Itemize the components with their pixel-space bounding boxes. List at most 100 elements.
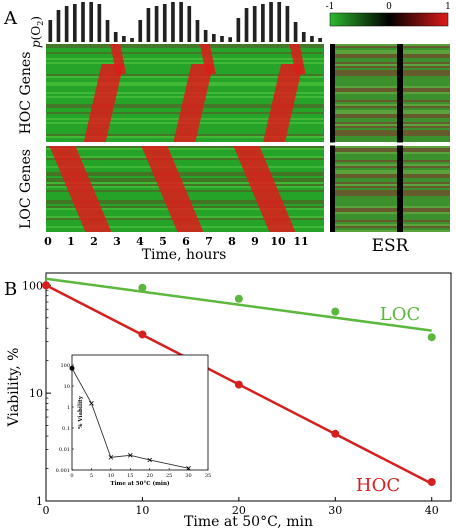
y-axis-label: Viability, % xyxy=(6,348,22,428)
po2-bar xyxy=(244,8,249,42)
inset-point xyxy=(147,457,152,463)
loc-point xyxy=(331,307,340,316)
po2-bar xyxy=(318,38,322,42)
po2-axis-label: p(O2) xyxy=(29,16,45,48)
inset-point xyxy=(89,401,94,406)
po2-bar xyxy=(105,20,110,42)
inset-x-label: Time at 50°C (min) xyxy=(110,480,170,487)
po2-bar xyxy=(269,2,273,42)
inset-x-tick-label: 25 xyxy=(166,473,172,479)
colorbar-tick-label: 0 xyxy=(386,2,392,12)
po2-bar xyxy=(211,34,216,42)
po2-bar xyxy=(203,30,208,42)
esr-texture xyxy=(330,146,450,232)
po2-bar xyxy=(64,6,69,42)
loc-red-streak xyxy=(49,146,112,232)
hour-tick-label: 10 xyxy=(270,235,286,248)
po2-bar xyxy=(261,4,265,42)
loc-red-streak xyxy=(233,146,296,232)
inset-x-tick-label: 20 xyxy=(147,473,153,479)
plot-frame xyxy=(45,272,452,502)
po2-bar xyxy=(56,10,61,42)
loc-series-label: LOC xyxy=(380,304,420,325)
po2-bar xyxy=(310,36,314,42)
esr-black-band xyxy=(330,44,335,232)
hour-tick-label: 7 xyxy=(205,235,213,248)
po2-bar xyxy=(293,22,298,42)
po2-bar xyxy=(236,18,241,42)
inset-y-tick-label: 0.1 xyxy=(62,426,70,432)
inset-frame xyxy=(71,354,209,471)
loc-point xyxy=(138,283,147,292)
esr-label: ESR xyxy=(372,236,410,256)
hoc-series-label: HOC xyxy=(356,475,400,496)
po2-bar xyxy=(97,4,102,42)
inset-y-tick-label: 100 xyxy=(60,363,70,369)
po2-bar xyxy=(285,6,290,42)
hoc-point xyxy=(331,429,340,438)
hour-tick-label: 11 xyxy=(293,235,308,248)
po2-bar xyxy=(228,37,233,42)
inset-x-tick-label: 35 xyxy=(205,473,211,479)
hour-tick-label: 8 xyxy=(228,235,236,248)
colorbar-tick-label: -1 xyxy=(326,2,335,12)
panel-a-letter: A xyxy=(3,8,18,29)
po2-bar xyxy=(154,6,159,42)
po2-bar xyxy=(252,6,257,42)
hoc-point xyxy=(427,478,436,487)
po2-bar xyxy=(220,36,224,42)
po2-bar xyxy=(277,2,282,42)
loc-point xyxy=(234,294,243,303)
po2-bar xyxy=(195,20,200,42)
po2-bar xyxy=(301,32,306,42)
loc-red-streak xyxy=(141,146,204,232)
hour-tick-label: 0 xyxy=(44,235,52,248)
esr-texture xyxy=(330,44,450,142)
inset-x-tick-label: 10 xyxy=(108,473,114,479)
inset-y-tick-label: 0.01 xyxy=(59,447,70,453)
inset-point xyxy=(186,466,191,471)
hour-tick-label: 3 xyxy=(113,235,121,248)
po2-bar xyxy=(179,2,183,42)
hoc-red-streak xyxy=(263,64,304,142)
po2-bar xyxy=(187,6,192,42)
po2-bar xyxy=(122,36,126,42)
x-tick-label: 20 xyxy=(232,504,246,517)
po2-bar xyxy=(72,4,77,42)
inset-x-tick-label: 0 xyxy=(70,473,73,479)
x-tick-label: 30 xyxy=(328,504,342,517)
hour-tick-label: 4 xyxy=(136,235,144,248)
po2-bar xyxy=(89,2,94,42)
inset-y-tick-label: 0.001 xyxy=(56,468,70,474)
inset-y-label: % Viability xyxy=(78,395,84,429)
inset-x-tick-label: 15 xyxy=(127,473,133,479)
hour-tick-label: 6 xyxy=(182,235,190,248)
x-tick-label: 10 xyxy=(135,504,149,517)
hour-tick-label: 5 xyxy=(159,235,167,248)
y-tick-label: 1 xyxy=(36,495,43,508)
esr-black-band xyxy=(397,44,403,232)
hoc-point xyxy=(234,380,243,389)
hoc-red-streak xyxy=(173,64,214,142)
po2-bar xyxy=(130,38,134,42)
po2-bar xyxy=(113,32,118,42)
time-hours-label: Time, hours xyxy=(142,247,227,263)
colorbar xyxy=(329,12,449,27)
po2-bar xyxy=(171,2,175,42)
po2-bar xyxy=(138,20,143,42)
colorbar-tick-label: 1 xyxy=(445,2,451,12)
po2-bar xyxy=(146,8,151,42)
panel-b-letter: B xyxy=(4,279,17,300)
inset-point xyxy=(128,453,133,458)
x-axis-label: Time at 50°C, min xyxy=(184,514,313,530)
inset-point xyxy=(69,365,75,371)
po2-bar xyxy=(162,4,167,42)
y-tick-label: 100 xyxy=(22,279,43,292)
loc-point xyxy=(427,333,436,342)
x-tick-label: 40 xyxy=(425,504,439,517)
inset-point xyxy=(108,455,114,460)
inset-x-tick-label: 5 xyxy=(90,473,93,479)
inset-x-tick-label: 30 xyxy=(185,473,191,479)
loc-genes-label: LOC Genes xyxy=(18,149,34,229)
